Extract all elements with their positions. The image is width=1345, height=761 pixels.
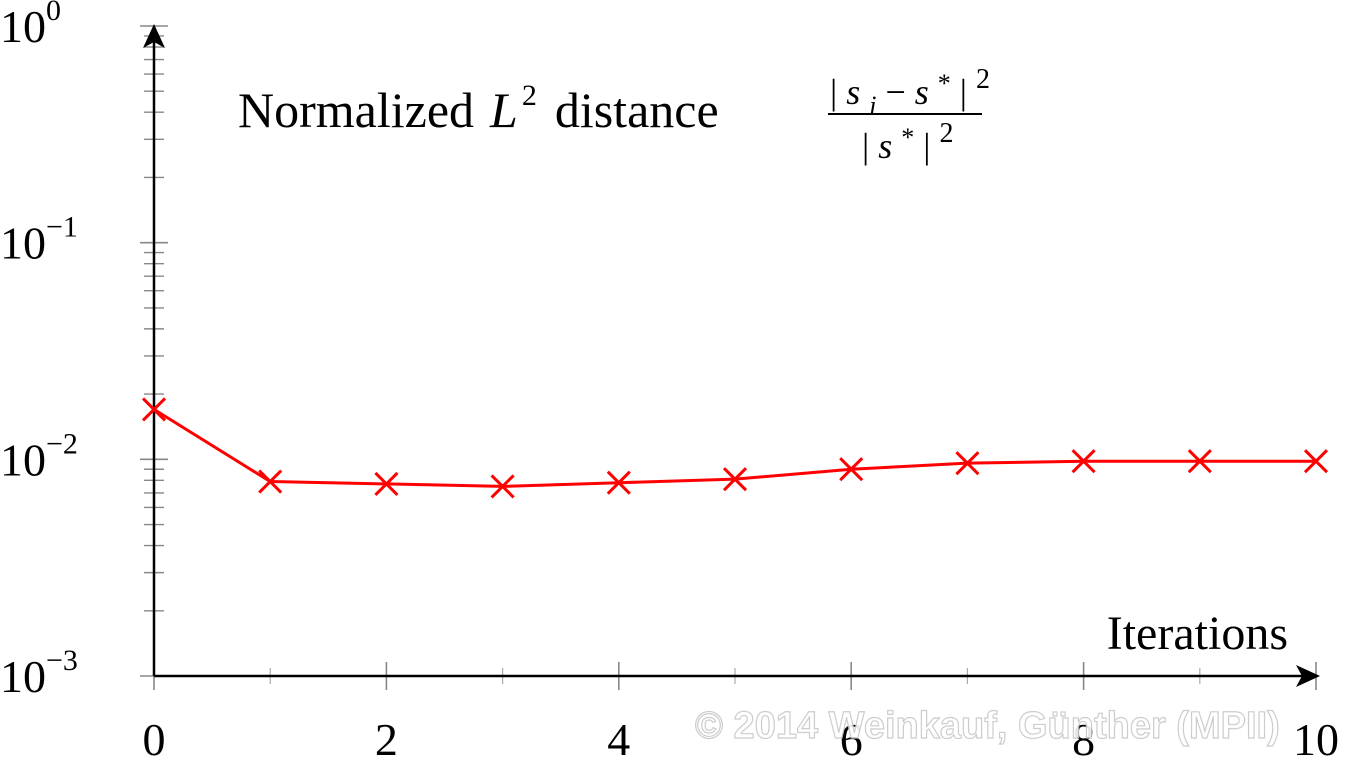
data-point-marker bbox=[141, 397, 167, 422]
title-math-exp: 2 bbox=[522, 79, 537, 112]
data-point-marker bbox=[839, 457, 864, 482]
y-tick-label: 10−1 bbox=[0, 211, 78, 269]
data-point-marker bbox=[722, 467, 748, 492]
fraction-denominator: | s * | 2 bbox=[862, 114, 953, 166]
title-text-after: distance bbox=[555, 82, 719, 138]
x-tick-label: 10 bbox=[1293, 714, 1339, 761]
watermark: © 2014 Weinkauf, Günther (MPII) bbox=[695, 705, 1280, 747]
data-point-marker bbox=[1303, 449, 1329, 474]
x-tick-label: 4 bbox=[607, 714, 630, 761]
x-tick-label: 0 bbox=[143, 714, 166, 761]
y-tick-label: 10−3 bbox=[0, 644, 78, 702]
x-tick-label: 8 bbox=[1072, 714, 1095, 761]
data-point-marker bbox=[1187, 449, 1212, 474]
chart-title: Normalized L 2 distance bbox=[238, 79, 719, 138]
series-line bbox=[153, 408, 1316, 488]
data-point-marker bbox=[606, 470, 631, 495]
title-math-base: L bbox=[489, 82, 518, 138]
y-tick-label: 10−2 bbox=[0, 427, 78, 485]
series-layer bbox=[141, 397, 1329, 499]
data-point-marker bbox=[490, 474, 515, 499]
data-point-marker bbox=[1071, 449, 1096, 474]
x-tick-label: 2 bbox=[375, 714, 398, 761]
x-tick-labels: 0 2 4 6 8 10 bbox=[143, 714, 1340, 761]
y-axis-arrowhead bbox=[143, 24, 165, 48]
data-point-marker bbox=[955, 451, 980, 476]
x-axis-arrowhead bbox=[1296, 665, 1320, 687]
x-tick-label: 6 bbox=[840, 714, 863, 761]
data-point-marker bbox=[258, 469, 283, 494]
y-tick-labels: 100 10−1 10−2 10−3 bbox=[0, 0, 78, 702]
fraction-numerator: | s i − s * | 2 bbox=[830, 60, 990, 122]
x-axis-label: Iterations bbox=[1107, 607, 1288, 660]
data-point-marker bbox=[374, 471, 399, 496]
title-text: Normalized bbox=[238, 82, 474, 138]
y-tick-label: 100 bbox=[0, 0, 61, 52]
